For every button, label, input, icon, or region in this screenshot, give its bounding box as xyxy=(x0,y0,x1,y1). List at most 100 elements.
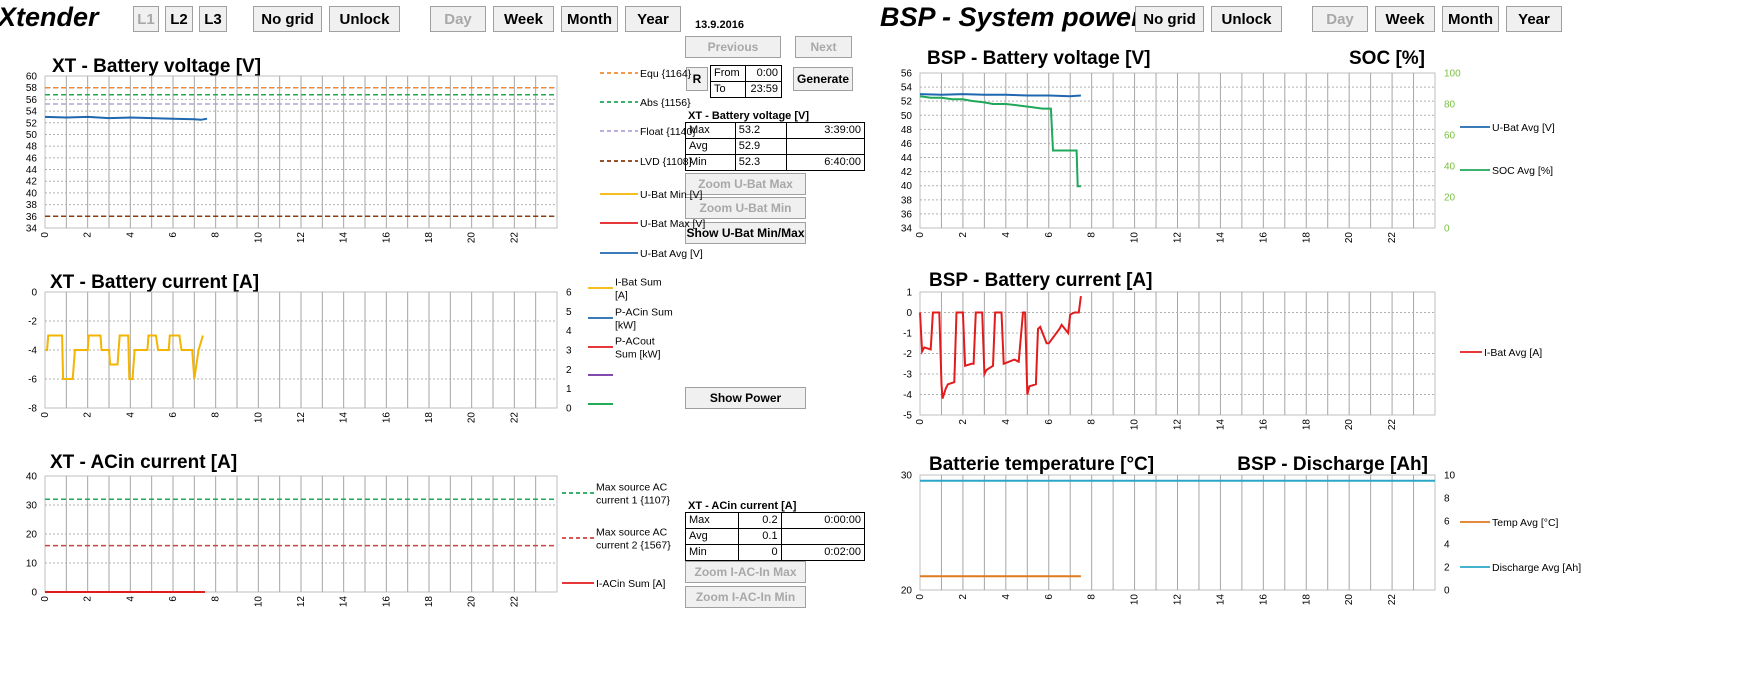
xt_volt-legend-label: Equ {1164} xyxy=(640,68,692,80)
bsp_curr-ytick-label: -2 xyxy=(903,349,912,360)
xt_volt-ytick-label: 34 xyxy=(26,224,38,235)
xt_curr-xtick-label: 2 xyxy=(83,412,94,418)
l2-button[interactable]: L2 xyxy=(165,6,193,32)
bsp_temp-title2: BSP - Discharge [Ah] xyxy=(1237,454,1428,475)
xt_curr-xtick-label: 20 xyxy=(467,412,478,424)
bsp_volt-y2tick-label: 20 xyxy=(1444,193,1456,204)
xt_curr-y2tick-label: 0 xyxy=(566,404,572,415)
xt_volt-legend-label: Abs {1156} xyxy=(640,97,691,109)
to-value[interactable]: 23:59 xyxy=(744,81,783,98)
xt_volt-xtick-label: 6 xyxy=(168,232,179,238)
xt_volt-ytick-label: 56 xyxy=(26,95,38,106)
bsp_volt-legend-label: U-Bat Avg [V] xyxy=(1492,122,1555,134)
xt_acin-legend-label: current 2 {1567} xyxy=(596,540,671,552)
bsp_volt-ytick-label: 46 xyxy=(901,139,913,150)
bsp_volt-xtick-label: 12 xyxy=(1173,232,1184,244)
xt_curr-xtick-label: 10 xyxy=(253,412,264,424)
bsp_volt-series-line xyxy=(919,93,1081,98)
xt-day-button[interactable]: Day xyxy=(430,6,486,32)
bsp_temp-xtick-label: 16 xyxy=(1258,594,1269,606)
bsp-month-button[interactable]: Month xyxy=(1442,6,1499,32)
bsp-year-button[interactable]: Year xyxy=(1506,6,1562,32)
bsp_curr-ytick-label: -4 xyxy=(903,390,912,401)
xt_volt-xtick-label: 8 xyxy=(211,232,222,238)
bsp-unlock-button[interactable]: Unlock xyxy=(1211,6,1282,32)
xt_acin-xtick-label: 10 xyxy=(253,596,264,608)
bsp-nogrid-button[interactable]: No grid xyxy=(1135,6,1204,32)
l3-button[interactable]: L3 xyxy=(199,6,227,32)
bsp_temp-xtick-label: 6 xyxy=(1044,594,1055,600)
bsp_temp-xtick-label: 14 xyxy=(1215,594,1226,606)
xt_curr-xtick-label: 22 xyxy=(509,412,520,424)
xt_acin-legend-label: Max source AC xyxy=(596,482,668,494)
bsp_volt-ytick-label: 42 xyxy=(901,167,913,178)
l1-button[interactable]: L1 xyxy=(133,6,159,32)
xt_volt-ytick-label: 42 xyxy=(26,177,38,188)
table-row: Min 52.3 6:40:00 xyxy=(685,154,866,171)
bsp_temp-y2tick-label: 8 xyxy=(1444,494,1450,505)
xt_curr-xtick-label: 8 xyxy=(211,412,222,418)
zoom-iac-max-button[interactable]: Zoom I-AC-In Max xyxy=(685,561,806,583)
bsp_temp-y2tick-label: 10 xyxy=(1444,471,1456,482)
xt-week-button[interactable]: Week xyxy=(493,6,554,32)
bsp-day-button[interactable]: Day xyxy=(1312,6,1368,32)
xtender-title: Xtender xyxy=(0,2,99,32)
bsp_curr-xtick-label: 2 xyxy=(958,419,969,425)
xt_acin-xtick-label: 16 xyxy=(381,596,392,608)
xt_curr-xtick-label: 0 xyxy=(40,412,51,418)
xt_acin-ytick-label: 40 xyxy=(26,472,38,483)
xt_curr-y2tick-label: 5 xyxy=(566,307,572,318)
xt-month-button[interactable]: Month xyxy=(561,6,618,32)
bsp_temp-legend-label: Temp Avg [°C] xyxy=(1492,517,1559,529)
xt_volt-xtick-label: 2 xyxy=(83,232,94,238)
bsp_temp-title: Batterie temperature [°C] xyxy=(929,454,1154,475)
xt-unlock-button[interactable]: Unlock xyxy=(329,6,400,32)
xt-year-button[interactable]: Year xyxy=(625,6,681,32)
bsp_volt-xtick-label: 16 xyxy=(1258,232,1269,244)
xt_volt-ytick-label: 48 xyxy=(26,142,38,153)
bsp_temp-ytick-label: 20 xyxy=(901,586,913,597)
bsp_temp-y2tick-label: 4 xyxy=(1444,540,1450,551)
next-button[interactable]: Next xyxy=(795,36,852,58)
xt_curr-y2tick-label: 4 xyxy=(566,326,572,337)
xt_curr-xtick-label: 14 xyxy=(339,412,350,424)
bsp_volt-y2tick-label: 100 xyxy=(1444,69,1461,80)
bsp-week-button[interactable]: Week xyxy=(1375,6,1435,32)
xt_curr-legend-label: [A] xyxy=(615,290,628,302)
bsp_curr-xtick-label: 22 xyxy=(1387,419,1398,431)
show-power-button[interactable]: Show Power xyxy=(685,387,806,409)
xt_curr-xtick-label: 18 xyxy=(424,412,435,424)
xt_acin-ytick-label: 0 xyxy=(31,588,37,599)
from-label: From xyxy=(710,65,746,82)
zoom-iac-min-button[interactable]: Zoom I-AC-In Min xyxy=(685,586,806,608)
xt_acin-xtick-label: 6 xyxy=(168,596,179,602)
xt_volt-ytick-label: 50 xyxy=(26,130,38,141)
bsp_volt-plot-area xyxy=(919,72,1436,229)
zoom-ubat-max-button[interactable]: Zoom U-Bat Max xyxy=(685,173,806,195)
xt_volt-ytick-label: 36 xyxy=(26,212,38,223)
xt_volt-title: XT - Battery voltage [V] xyxy=(52,56,261,77)
bsp_volt-xtick-label: 4 xyxy=(1001,232,1012,238)
xt_curr-xtick-label: 4 xyxy=(125,412,136,418)
xt_acin-title: XT - ACin current [A] xyxy=(50,452,237,473)
bsp_temp-xtick-label: 0 xyxy=(915,594,926,600)
generate-button[interactable]: Generate xyxy=(793,67,853,91)
show-ubat-minmax-button[interactable]: Show U-Bat Min/Max xyxy=(685,222,806,244)
from-value[interactable]: 0:00 xyxy=(744,65,783,82)
xt-nogrid-button[interactable]: No grid xyxy=(253,6,322,32)
reset-button[interactable]: R xyxy=(686,67,708,91)
xt_volt-xtick-label: 14 xyxy=(339,232,350,244)
bsp_volt-ytick-label: 50 xyxy=(901,111,913,122)
previous-button[interactable]: Previous xyxy=(685,36,781,58)
xt_volt-xtick-label: 0 xyxy=(40,232,51,238)
xt_acin-xtick-label: 20 xyxy=(467,596,478,608)
table-row: Min 0 0:02:00 xyxy=(684,544,866,561)
bsp_volt-ytick-label: 36 xyxy=(901,209,913,220)
bsp_curr-plot-area xyxy=(919,291,1436,416)
xt_volt-ytick-label: 52 xyxy=(26,118,38,129)
bsp_volt-ytick-label: 44 xyxy=(901,153,913,164)
bsp_curr-xtick-label: 12 xyxy=(1173,419,1184,431)
bsp_volt-y2tick-label: 60 xyxy=(1444,131,1456,142)
bsp_volt-ytick-label: 40 xyxy=(901,181,913,192)
zoom-ubat-min-button[interactable]: Zoom U-Bat Min xyxy=(685,197,806,219)
